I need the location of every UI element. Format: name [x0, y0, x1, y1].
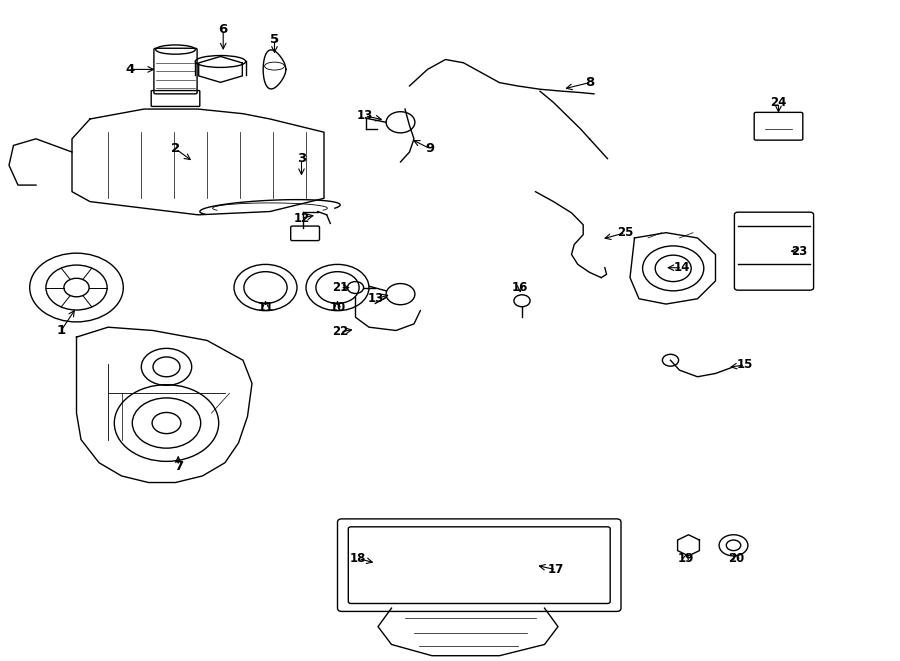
- Text: 8: 8: [585, 76, 594, 89]
- Text: 14: 14: [674, 261, 690, 274]
- Text: 25: 25: [617, 226, 634, 239]
- Text: 18: 18: [350, 552, 366, 565]
- Text: 2: 2: [171, 142, 180, 155]
- Text: 9: 9: [426, 142, 435, 155]
- Text: 16: 16: [512, 281, 528, 294]
- Text: 19: 19: [678, 552, 694, 565]
- Text: 4: 4: [126, 63, 135, 76]
- Text: 5: 5: [270, 33, 279, 46]
- Text: 3: 3: [297, 152, 306, 165]
- Text: 12: 12: [293, 212, 310, 225]
- Text: 7: 7: [174, 459, 183, 473]
- Text: 23: 23: [791, 245, 807, 258]
- Text: 13: 13: [368, 292, 384, 305]
- Text: 15: 15: [737, 358, 753, 371]
- Text: 17: 17: [548, 563, 564, 576]
- Text: 24: 24: [770, 96, 787, 109]
- Text: 20: 20: [728, 552, 744, 565]
- Text: 11: 11: [257, 301, 274, 314]
- Text: 13: 13: [356, 109, 373, 122]
- Text: 6: 6: [219, 23, 228, 36]
- Text: 21: 21: [332, 281, 348, 294]
- Text: 1: 1: [57, 324, 66, 337]
- Text: 10: 10: [329, 301, 346, 314]
- Text: 22: 22: [332, 325, 348, 338]
